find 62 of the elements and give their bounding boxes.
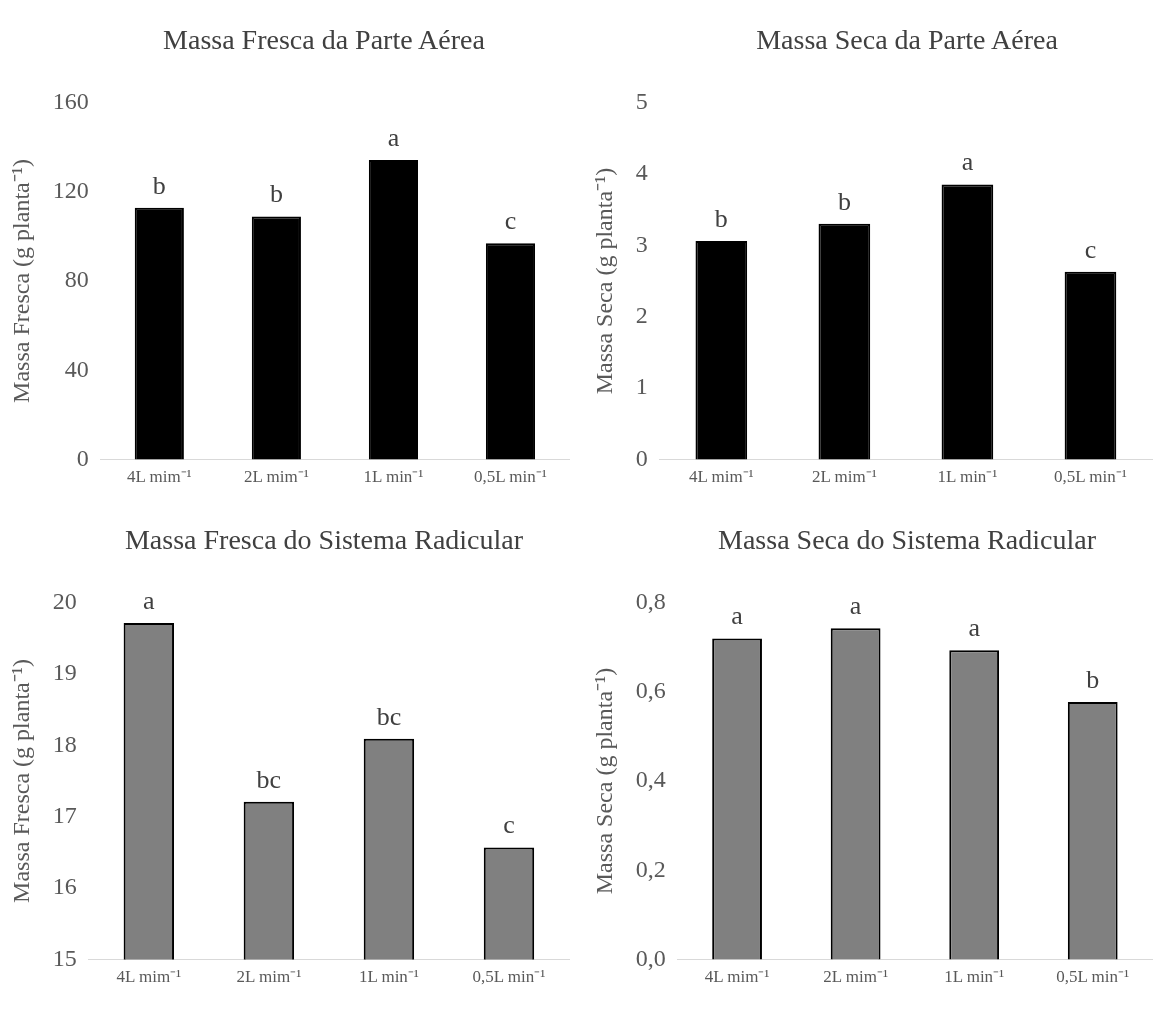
annotation: a <box>961 147 974 177</box>
y-axis-title: Massa Seca (g planta⁻¹) <box>590 167 617 395</box>
x-tick-label: 0,5L min⁻¹ <box>472 967 546 987</box>
x-tick-label: 4L mim⁻¹ <box>126 467 192 487</box>
x-tick-label: 0,5L min⁻¹ <box>1056 967 1130 987</box>
x-tick-label: 4L mim⁻¹ <box>688 467 754 487</box>
y-tick-label: 1 <box>635 373 648 400</box>
y-tick-label: 5 <box>635 87 648 114</box>
y-tick-label: 80 <box>64 266 89 293</box>
x-tick-label: 1L min⁻¹ <box>363 467 424 487</box>
y-axis-title: Massa Fresca (g planta⁻¹) <box>7 659 34 903</box>
y-tick-label: 17 <box>52 802 77 829</box>
annotation: a <box>968 613 981 642</box>
x-tick-label: 2L mim⁻¹ <box>811 467 877 487</box>
annotation: b <box>1086 664 1100 694</box>
y-tick-label: 0,4 <box>635 766 666 793</box>
annotation: b <box>837 186 851 216</box>
y-tick-label: 160 <box>52 87 89 114</box>
chart-title: Massa Seca do Sistema Radicular <box>717 523 1097 557</box>
y-tick-label: 0,0 <box>635 944 666 971</box>
y-tick-label: 20 <box>52 587 77 614</box>
y-tick-label: 40 <box>64 355 89 382</box>
y-tick-label: 120 <box>52 177 89 203</box>
x-tick-label: 0,5L min⁻¹ <box>474 467 547 487</box>
y-tick-label: 0,8 <box>635 587 666 614</box>
chart-title: Massa Fresca do Sistema Radicular <box>123 523 525 557</box>
x-tick-label: 2L mim⁻¹ <box>823 967 889 987</box>
y-tick-label: 15 <box>52 944 77 971</box>
y-tick-label: 18 <box>52 730 77 757</box>
chart-title: Massa Seca da Parte Aérea <box>755 23 1059 57</box>
y-tick-label: 0,2 <box>635 855 666 882</box>
y-tick-label: 2 <box>635 302 648 329</box>
x-tick-label: 4L mim⁻¹ <box>704 967 770 987</box>
y-tick-label: 16 <box>52 873 77 900</box>
x-tick-label: 2L mim⁻¹ <box>243 467 309 487</box>
annotation: c <box>1084 234 1097 264</box>
annotation: a <box>387 122 400 152</box>
y-tick-label: 0 <box>76 444 89 471</box>
y-tick-label: 0,6 <box>635 677 666 703</box>
x-tick-label: 0,5L min⁻¹ <box>1054 467 1127 487</box>
annotation: c <box>504 206 517 236</box>
annotation: a <box>731 601 744 631</box>
chart-title: Massa Fresca da Parte Aérea <box>162 23 486 57</box>
annotation: b <box>152 170 166 200</box>
y-tick-label: 3 <box>635 230 648 257</box>
annotation: b <box>269 179 283 209</box>
y-axis-title: Massa Fresca (g planta⁻¹) <box>7 159 34 403</box>
annotation: b <box>714 203 728 233</box>
x-tick-label: 1L min⁻¹ <box>944 967 1005 987</box>
annotation: a <box>143 585 156 615</box>
x-tick-label: 2L mim⁻¹ <box>236 967 302 987</box>
y-tick-label: 4 <box>635 159 648 186</box>
x-tick-label: 1L min⁻¹ <box>358 967 419 987</box>
annotation: bc <box>256 764 282 794</box>
y-tick-label: 0 <box>635 444 648 471</box>
annotation: bc <box>376 701 402 731</box>
x-tick-label: 1L min⁻¹ <box>937 467 998 487</box>
y-tick-label: 19 <box>52 659 77 686</box>
y-axis-title: Massa Seca (g planta⁻¹) <box>590 667 617 895</box>
x-tick-label: 4L mim⁻¹ <box>116 967 182 987</box>
annotation: a <box>849 591 862 621</box>
annotation: c <box>503 810 515 840</box>
